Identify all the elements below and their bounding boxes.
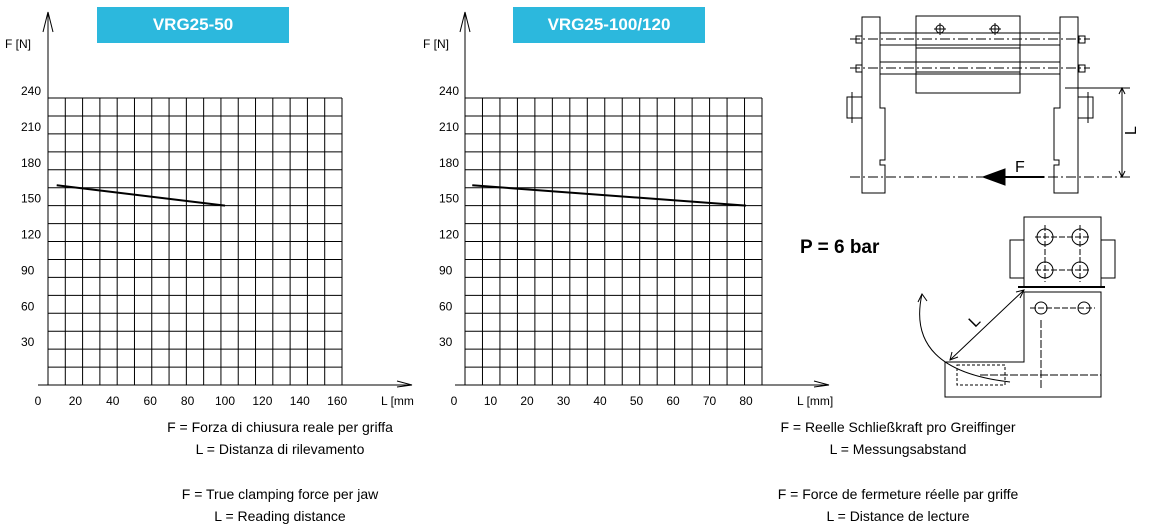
x-tick-label: 10 <box>484 394 498 408</box>
y-tick-label: 210 <box>439 120 459 134</box>
y-tick-label: 120 <box>21 228 41 242</box>
caption-german-force: F = Reelle Schließkraft pro Greiffinger <box>780 419 1016 435</box>
x-tick-label: 100 <box>215 394 235 408</box>
y-tick-label: 240 <box>21 84 41 98</box>
caption-italian-force: F = Forza di chiusura reale per griffa <box>167 419 393 435</box>
gripper-front-drawing <box>846 15 1130 194</box>
series-line <box>472 184 747 207</box>
y-tick-label: 210 <box>21 120 41 134</box>
y-tick-label: 150 <box>439 192 459 206</box>
chart-title-vrg25-50: VRG25-50 <box>97 7 289 43</box>
x-tick-label: 80 <box>181 394 195 408</box>
x-tick-label: 0 <box>35 394 42 408</box>
x-tick-label: 20 <box>69 394 83 408</box>
y-axis-arrow-icon <box>42 11 54 33</box>
series-line <box>56 184 226 207</box>
length-label: L <box>1123 126 1140 135</box>
x-tick-label: 0 <box>451 394 458 408</box>
caption-french-force: F = Force de fermeture réelle par griffe <box>777 486 1019 502</box>
force-arrow-icon <box>981 168 1006 186</box>
caption-english-distance: L = Reading distance <box>214 508 346 524</box>
mounting-holes-icon <box>1035 225 1090 282</box>
y-axis-label: F [N] <box>423 37 449 51</box>
gripper-body-top <box>915 15 1021 49</box>
y-tick-label: 90 <box>439 263 453 277</box>
caption-french-distance: L = Distance de lecture <box>826 508 970 524</box>
x-tick-label: 50 <box>630 394 644 408</box>
y-tick-label: 180 <box>21 156 41 170</box>
gripper-side-drawing <box>917 216 1116 398</box>
x-tick-label: 40 <box>106 394 120 408</box>
x-tick-label: 40 <box>593 394 607 408</box>
grid <box>464 97 763 386</box>
x-axis-arrow-icon <box>813 380 830 388</box>
caption-english-force: F = True clamping force per jaw <box>181 486 379 502</box>
y-axis-label: F [N] <box>5 37 31 51</box>
y-tick-label: 30 <box>439 335 453 349</box>
x-axis-label: L [mm <box>381 394 414 408</box>
y-tick-label: 60 <box>21 299 35 313</box>
y-axis-arrow-icon <box>459 11 471 33</box>
x-tick-label: 70 <box>703 394 717 408</box>
gripper-body <box>915 47 1021 94</box>
x-tick-label: 80 <box>739 394 753 408</box>
x-tick-label: 140 <box>290 394 310 408</box>
y-tick-label: 90 <box>21 263 35 277</box>
x-tick-label: 60 <box>666 394 680 408</box>
x-tick-label: 20 <box>520 394 534 408</box>
y-tick-label: 30 <box>21 335 35 349</box>
grid <box>47 97 343 386</box>
force-label: F <box>1015 159 1025 176</box>
y-tick-label: 180 <box>439 156 459 170</box>
chart-title-vrg25-100-120: VRG25-100/120 <box>513 7 705 43</box>
x-tick-label: 30 <box>557 394 571 408</box>
x-tick-label: 120 <box>252 394 272 408</box>
x-axis-arrow-icon <box>396 380 413 388</box>
y-tick-label: 120 <box>439 228 459 242</box>
pressure-label: P = 6 bar <box>800 237 880 258</box>
y-tick-label: 60 <box>439 299 453 313</box>
y-tick-label: 240 <box>439 84 459 98</box>
chart-vrg25-50: 30 60 90 120 150 180 210 240 0 20 40 60 80 100 120 140 1… <box>5 11 414 408</box>
y-tick-label: 150 <box>21 192 41 206</box>
caption-italian-distance: L = Distanza di rilevamento <box>195 441 365 457</box>
chart-vrg25-100-120: 30 60 90 120 150 180 210 240 0 10 20 30 40 50 60 70 80 F … <box>423 11 833 408</box>
x-tick-label: 160 <box>327 394 347 408</box>
x-tick-label: 60 <box>144 394 158 408</box>
side-length-label: L <box>966 312 984 330</box>
x-axis-label: L [mm] <box>797 394 833 408</box>
caption-german-distance: L = Messungsabstand <box>829 441 967 457</box>
